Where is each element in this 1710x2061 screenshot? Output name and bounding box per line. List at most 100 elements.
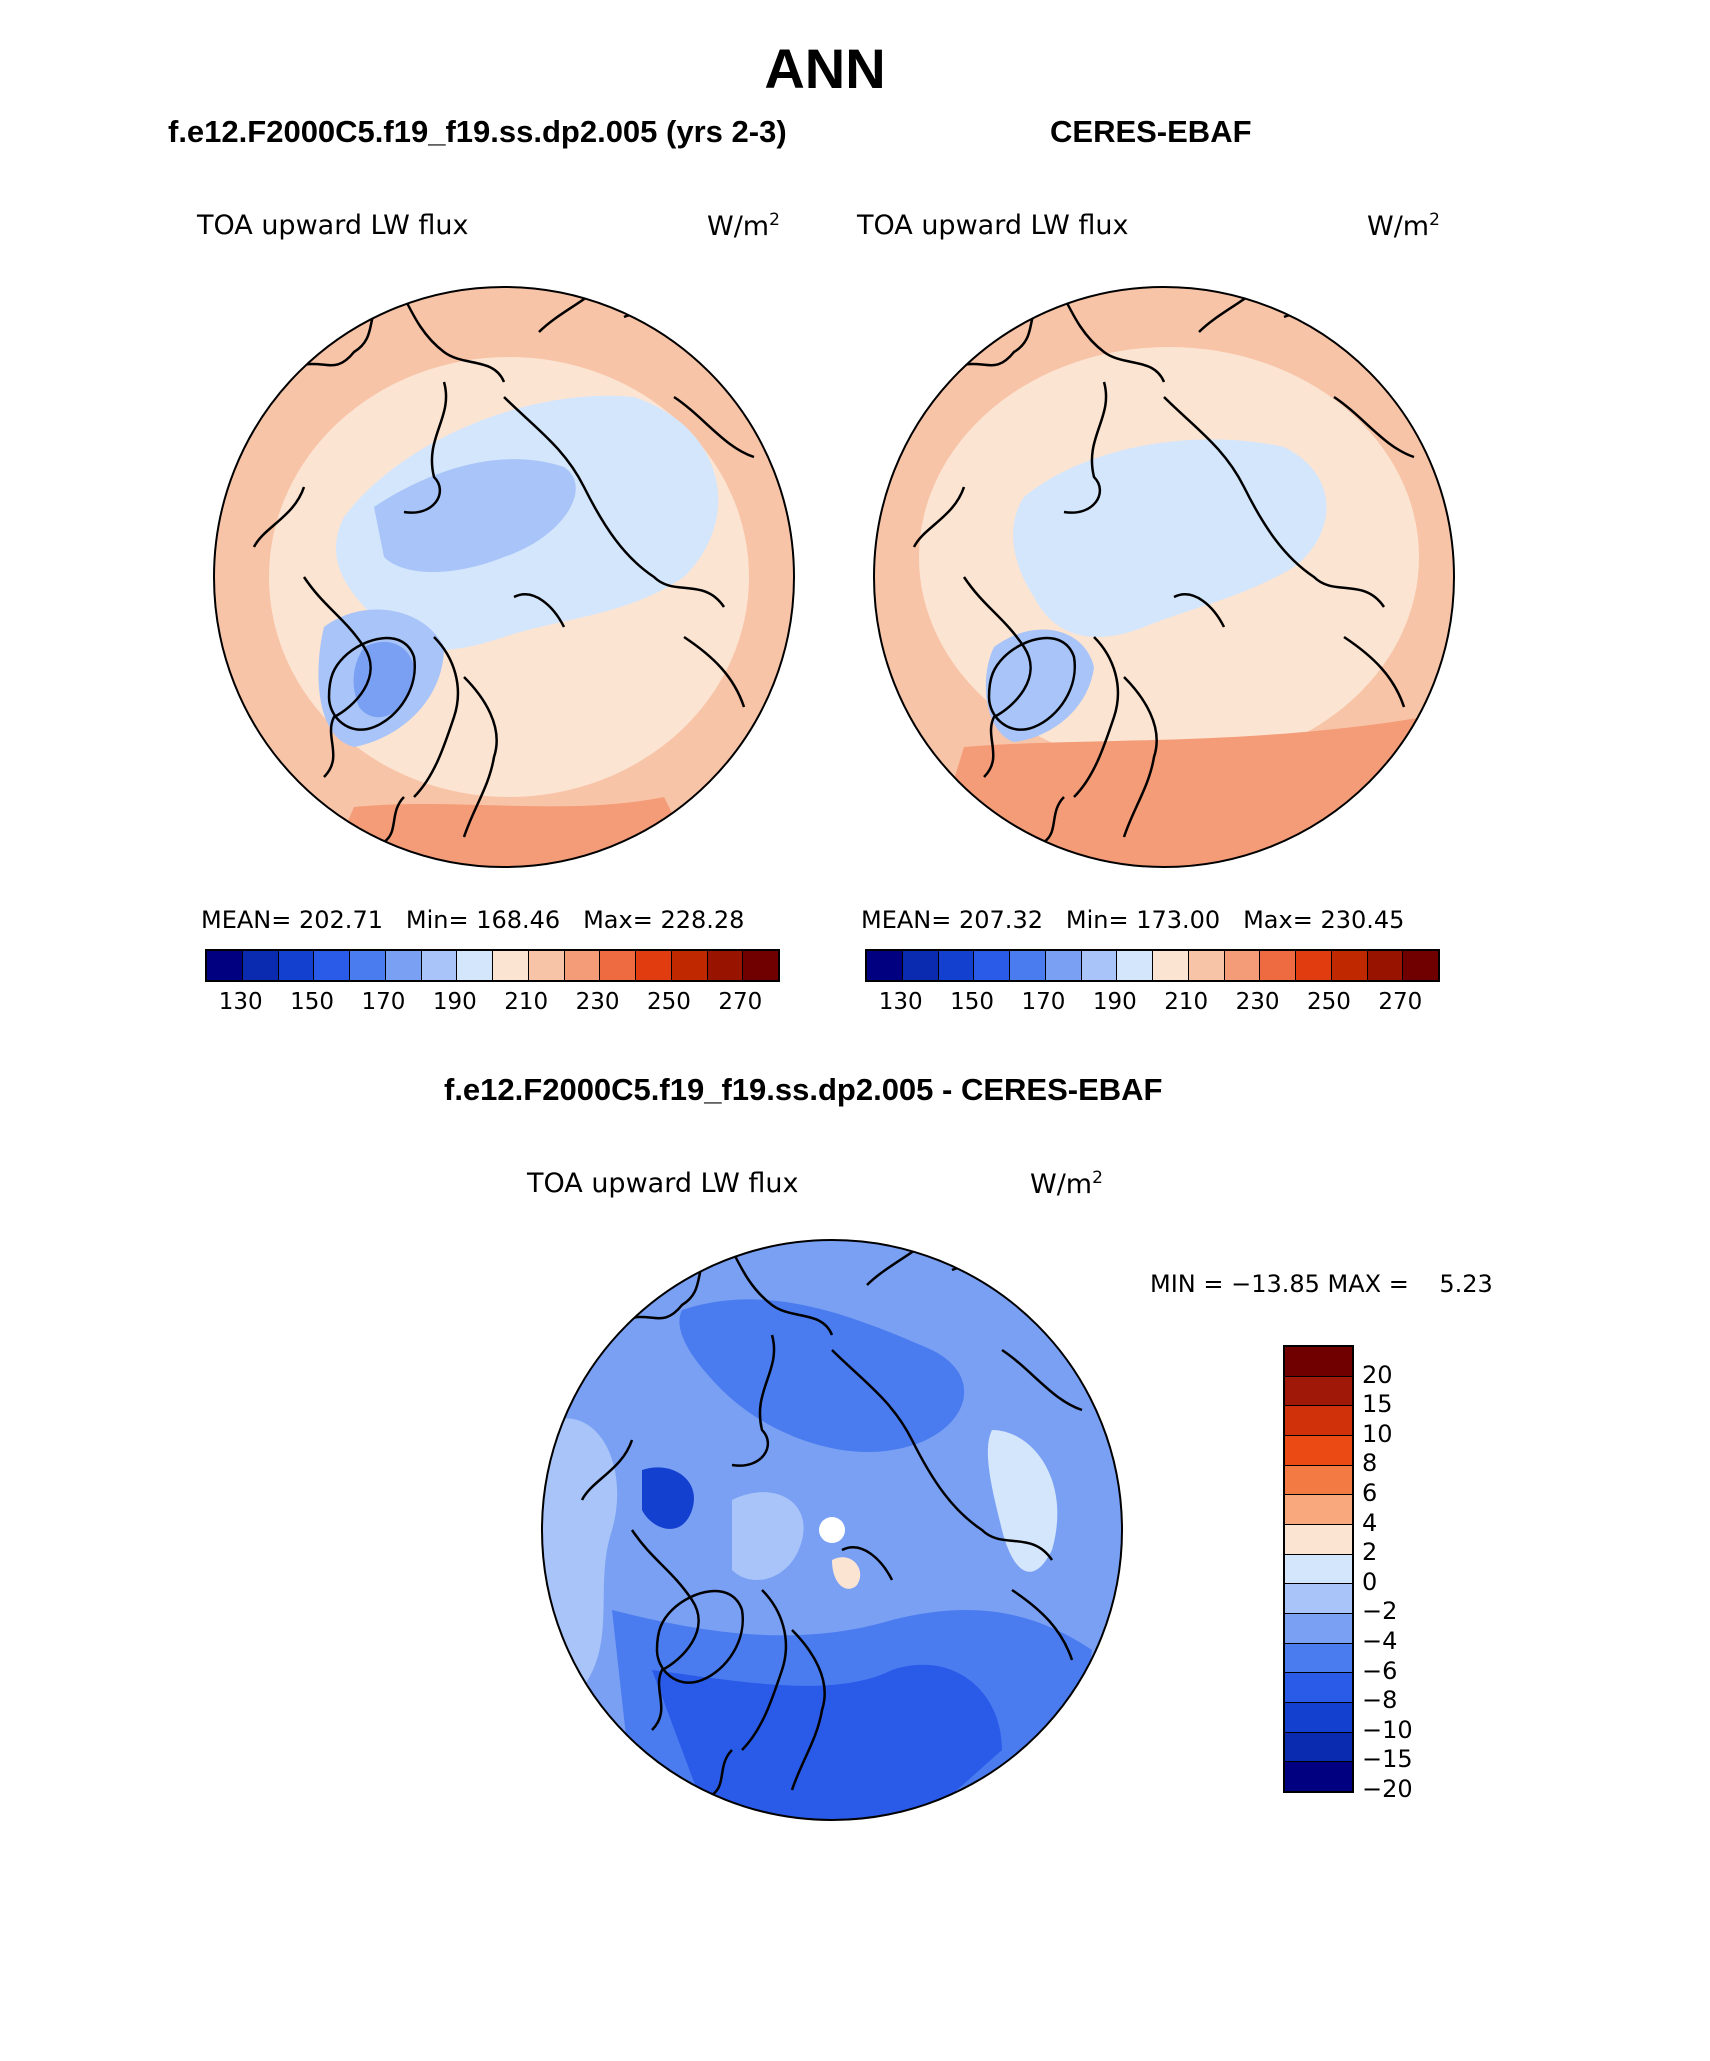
- obs-colorbar-swatch: [1367, 951, 1404, 980]
- diff-colorbar-tick-label: −4: [1362, 1627, 1398, 1655]
- model-polar-map: [213, 286, 795, 868]
- obs-colorbar-swatch: [902, 951, 939, 980]
- model-colorbar-swatch: [671, 951, 708, 980]
- diff-variable-label: TOA upward LW flux: [527, 1168, 799, 1199]
- model-colorbar-tick-label: 230: [575, 989, 620, 1015]
- map-fill-zone: [1013, 439, 1327, 637]
- diff-colorbar: [1283, 1345, 1354, 1793]
- obs-colorbar-tick-label: 270: [1378, 989, 1423, 1015]
- diff-colorbar-tick-label: −6: [1362, 1656, 1398, 1685]
- model-colorbar-tick-label: 130: [218, 989, 263, 1015]
- model-colorbar-swatch: [528, 951, 565, 980]
- diff-colorbar-swatch: [1285, 1673, 1352, 1704]
- map-fill-zone: [642, 1467, 694, 1529]
- diff-polar-map: [541, 1239, 1123, 1821]
- obs-panel-title: CERES-EBAF: [1050, 114, 1252, 149]
- diff-colorbar-swatch: [1285, 1554, 1352, 1585]
- diff-colorbar-tick-label: 20: [1362, 1360, 1393, 1389]
- model-colorbar-swatch: [242, 951, 279, 980]
- map-fill-zone: [732, 1492, 804, 1580]
- model-colorbar-swatch: [278, 951, 315, 980]
- obs-colorbar-swatch: [1010, 951, 1046, 980]
- diff-colorbar-swatch: [1285, 1436, 1352, 1466]
- diff-colorbar-swatch: [1285, 1643, 1352, 1674]
- obs-colorbar-swatch: [867, 951, 903, 980]
- map-fill-zone: [324, 797, 704, 867]
- map-fill-zone: [985, 629, 1094, 742]
- obs-colorbar: [865, 949, 1440, 982]
- obs-colorbar-swatch: [1224, 951, 1261, 980]
- obs-colorbar-swatch: [1403, 951, 1438, 980]
- diff-colorbar-swatch: [1285, 1762, 1352, 1792]
- diff-colorbar-tick-label: 15: [1362, 1390, 1393, 1419]
- model-variable-label: TOA upward LW flux: [197, 210, 469, 241]
- obs-stats: MEAN= 207.32 Min= 173.00 Max= 230.45: [861, 906, 1405, 934]
- model-units-label: W/m2: [707, 210, 780, 242]
- diff-colorbar-tick-label: −2: [1362, 1597, 1398, 1626]
- model-colorbar-swatch: [707, 951, 744, 980]
- obs-colorbar-swatch: [974, 951, 1010, 980]
- diff-colorbar-swatch: [1285, 1376, 1352, 1407]
- diff-colorbar-tick-label: 0: [1362, 1567, 1378, 1596]
- diff-colorbar-swatch: [1285, 1584, 1352, 1615]
- map-fill-zone: [652, 1664, 1002, 1820]
- model-colorbar-tick-label: 210: [504, 989, 549, 1015]
- diff-colorbar-swatch: [1285, 1703, 1352, 1733]
- diff-colorbar-tick-label: 2: [1362, 1538, 1378, 1567]
- diff-colorbar-tick-label: 10: [1362, 1419, 1393, 1448]
- model-colorbar-tick-label: 150: [290, 989, 335, 1015]
- diff-colorbar-swatch: [1285, 1732, 1352, 1763]
- page-title: ANN: [764, 37, 886, 100]
- diff-colorbar-swatch: [1285, 1525, 1352, 1555]
- obs-units-label: W/m2: [1367, 210, 1440, 242]
- model-colorbar-tick-label: 270: [718, 989, 763, 1015]
- model-colorbar-swatch: [600, 951, 636, 980]
- diff-colorbar-swatch: [1285, 1406, 1352, 1437]
- model-colorbar-swatch: [314, 951, 350, 980]
- obs-colorbar-swatch: [1260, 951, 1296, 980]
- obs-colorbar-tick-label: 170: [1021, 989, 1066, 1015]
- diff-colorbar-tick-label: 4: [1362, 1508, 1378, 1537]
- obs-colorbar-tick-label: 150: [950, 989, 995, 1015]
- diff-panel-title: f.e12.F2000C5.f19_f19.ss.dp2.005 - CERES…: [444, 1072, 1163, 1107]
- model-colorbar-swatch: [385, 951, 422, 980]
- model-colorbar-swatch: [421, 951, 458, 980]
- model-colorbar: [205, 949, 780, 982]
- diff-colorbar-tick-label: −8: [1362, 1686, 1398, 1715]
- diff-colorbar-tick-label: −20: [1362, 1775, 1413, 1803]
- model-colorbar-tick-label: 170: [361, 989, 406, 1015]
- diff-units-label: W/m2: [1030, 1168, 1103, 1200]
- model-colorbar-swatch: [743, 951, 778, 980]
- obs-polar-map: [873, 286, 1455, 868]
- obs-colorbar-tick-label: 230: [1235, 989, 1280, 1015]
- obs-colorbar-tick-label: 130: [878, 989, 923, 1015]
- map-fill-zone: [374, 459, 576, 572]
- pole-hole: [819, 1517, 845, 1543]
- diff-colorbar-swatch: [1285, 1614, 1352, 1644]
- obs-colorbar-swatch: [1045, 951, 1082, 980]
- obs-colorbar-swatch: [938, 951, 975, 980]
- diff-colorbar-tick-label: −10: [1362, 1715, 1413, 1744]
- obs-colorbar-swatch: [1117, 951, 1153, 980]
- diff-colorbar-swatch: [1285, 1347, 1352, 1377]
- obs-colorbar-swatch: [1081, 951, 1118, 980]
- model-colorbar-swatch: [350, 951, 386, 980]
- model-colorbar-swatch: [457, 951, 493, 980]
- obs-variable-label: TOA upward LW flux: [857, 210, 1129, 241]
- model-colorbar-swatch: [493, 951, 529, 980]
- model-stats: MEAN= 202.71 Min= 168.46 Max= 228.28: [201, 906, 745, 934]
- model-panel-title: f.e12.F2000C5.f19_f19.ss.dp2.005 (yrs 2-…: [168, 114, 787, 149]
- obs-colorbar-swatch: [1153, 951, 1189, 980]
- map-fill-zone: [832, 1557, 861, 1589]
- obs-colorbar-tick-label: 210: [1164, 989, 1209, 1015]
- diff-colorbar-tick-label: 8: [1362, 1449, 1378, 1478]
- obs-colorbar-swatch: [1188, 951, 1225, 980]
- obs-colorbar-swatch: [1296, 951, 1332, 980]
- obs-colorbar-tick-label: 250: [1306, 989, 1351, 1015]
- model-colorbar-swatch: [636, 951, 672, 980]
- obs-colorbar-swatch: [1331, 951, 1368, 980]
- diff-minmax: MIN = −13.85 MAX = 5.23: [1150, 1270, 1493, 1298]
- diff-colorbar-tick-label: 6: [1362, 1479, 1378, 1507]
- model-colorbar-tick-label: 250: [646, 989, 691, 1015]
- map-fill-zone: [542, 1280, 592, 1360]
